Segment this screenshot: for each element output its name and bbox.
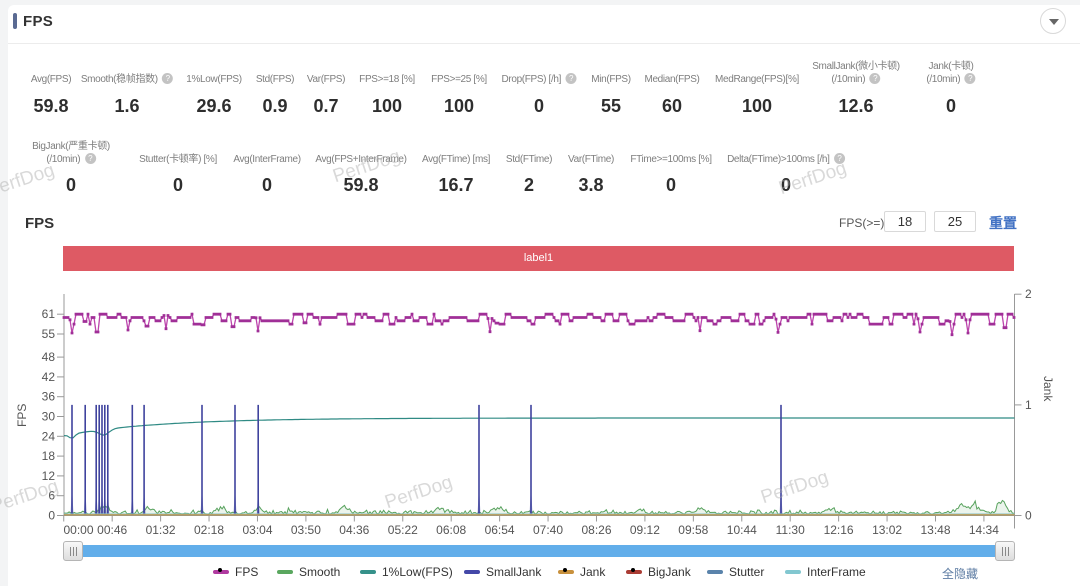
svg-text:12:16: 12:16 [824, 523, 854, 537]
svg-text:11:30: 11:30 [776, 523, 805, 537]
svg-text:42: 42 [42, 370, 56, 384]
svg-text:36: 36 [42, 390, 56, 404]
svg-text:06:54: 06:54 [485, 523, 515, 537]
svg-text:48: 48 [42, 350, 56, 364]
svg-text:0: 0 [1025, 509, 1032, 523]
svg-text:10:44: 10:44 [727, 523, 757, 537]
svg-text:2: 2 [1025, 287, 1032, 301]
svg-text:06:08: 06:08 [436, 523, 466, 537]
svg-text:12: 12 [42, 469, 56, 483]
svg-text:01:32: 01:32 [146, 523, 176, 537]
svg-text:13:02: 13:02 [872, 523, 902, 537]
svg-text:09:12: 09:12 [630, 523, 660, 537]
svg-text:09:58: 09:58 [678, 523, 708, 537]
svg-text:13:48: 13:48 [920, 523, 950, 537]
svg-text:30: 30 [42, 410, 56, 424]
svg-text:14:34: 14:34 [969, 523, 999, 537]
svg-text:24: 24 [42, 429, 56, 443]
svg-text:Jank: Jank [1041, 376, 1055, 402]
svg-text:0: 0 [48, 509, 55, 523]
svg-text:05:22: 05:22 [388, 523, 418, 537]
svg-text:02:18: 02:18 [194, 523, 224, 537]
svg-text:04:36: 04:36 [339, 523, 369, 537]
svg-text:08:26: 08:26 [581, 523, 611, 537]
svg-text:55: 55 [42, 327, 56, 341]
svg-text:18: 18 [42, 449, 56, 463]
svg-text:00:00: 00:00 [64, 523, 94, 537]
svg-text:03:04: 03:04 [242, 523, 272, 537]
svg-text:1: 1 [1025, 398, 1032, 412]
svg-text:61: 61 [42, 307, 56, 321]
svg-text:6: 6 [48, 489, 55, 503]
svg-text:FPS: FPS [15, 404, 29, 427]
svg-text:07:40: 07:40 [533, 523, 563, 537]
svg-text:03:50: 03:50 [291, 523, 321, 537]
svg-text:00:46: 00:46 [97, 523, 127, 537]
